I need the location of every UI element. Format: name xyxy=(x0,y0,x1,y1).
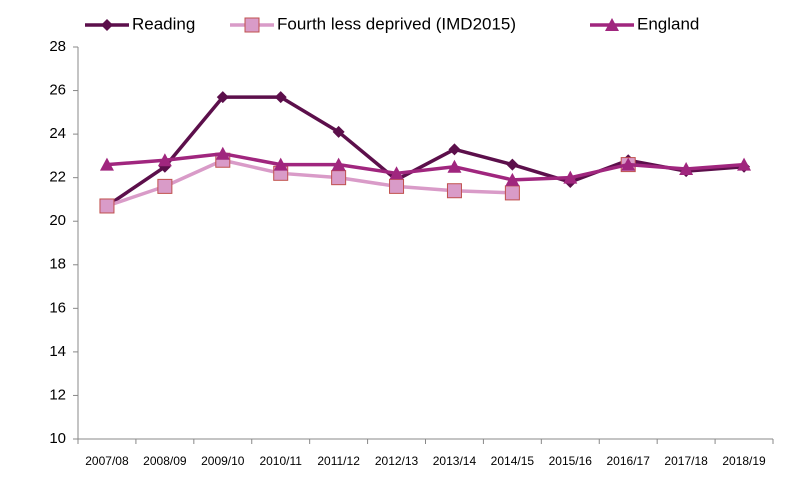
data-point xyxy=(621,157,636,171)
y-tick-label: 18 xyxy=(49,256,66,273)
y-tick-label: 10 xyxy=(49,430,66,447)
data-point xyxy=(448,143,461,156)
y-tick-label: 14 xyxy=(49,343,66,360)
x-tick-label: 2009/10 xyxy=(201,454,245,468)
data-point xyxy=(157,153,172,167)
data-point xyxy=(157,178,173,194)
x-tick-label: 2017/18 xyxy=(664,454,708,468)
data-point xyxy=(504,185,520,201)
y-tick-label: 20 xyxy=(49,212,66,229)
x-tick-label: 2010/11 xyxy=(259,454,302,468)
data-point xyxy=(331,170,347,186)
data-point xyxy=(446,183,462,199)
data-point xyxy=(331,157,346,171)
data-point xyxy=(389,178,405,194)
series-line xyxy=(105,95,745,208)
x-tick-label: 2008/09 xyxy=(143,454,187,468)
x-tick-label: 2016/17 xyxy=(607,454,651,468)
data-point xyxy=(273,157,288,171)
data-point xyxy=(389,166,404,180)
x-tick-label: 2014/15 xyxy=(491,454,535,468)
legend-label: Fourth less deprived (IMD2015) xyxy=(277,14,516,33)
y-tick-label: 12 xyxy=(49,386,66,403)
legend-marker xyxy=(101,19,113,31)
series-line xyxy=(106,151,745,182)
x-tick-label: 2013/14 xyxy=(433,454,477,468)
data-point xyxy=(215,146,230,160)
data-point xyxy=(99,198,115,214)
x-tick-label: 2018/19 xyxy=(722,454,766,468)
legend-marker xyxy=(244,17,260,33)
data-point xyxy=(216,91,229,104)
data-point xyxy=(679,161,694,175)
y-tick-label: 22 xyxy=(49,169,66,186)
y-tick-label: 24 xyxy=(49,125,66,142)
data-point xyxy=(737,157,752,171)
x-tick-label: 2011/12 xyxy=(317,454,360,468)
x-tick-label: 2007/08 xyxy=(85,454,129,468)
data-point xyxy=(447,159,462,173)
y-tick-label: 26 xyxy=(49,82,66,99)
data-point xyxy=(274,91,287,104)
legend-marker xyxy=(605,18,619,31)
data-point xyxy=(332,125,345,138)
y-tick-label: 16 xyxy=(49,299,66,316)
data-point xyxy=(563,170,578,184)
x-tick-label: 2012/13 xyxy=(375,454,419,468)
y-tick-label: 28 xyxy=(49,38,66,55)
data-point xyxy=(505,172,520,186)
data-point xyxy=(99,157,114,171)
series-line xyxy=(107,160,628,206)
data-point xyxy=(506,158,519,171)
legend-label: England xyxy=(637,14,699,33)
legend-label: Reading xyxy=(132,14,195,33)
x-tick-label: 2015/16 xyxy=(549,454,593,468)
